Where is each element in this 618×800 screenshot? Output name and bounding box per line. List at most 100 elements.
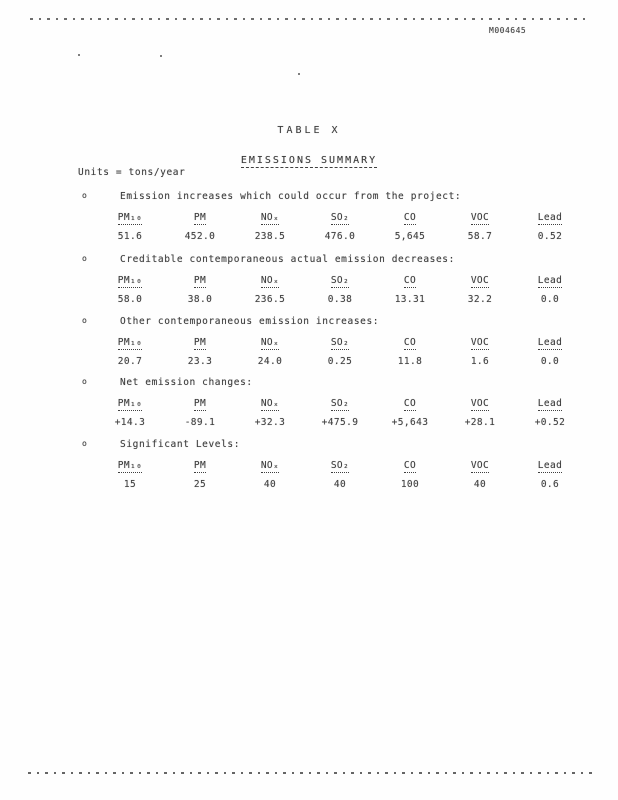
table-subtitle-wrap: EMISSIONS SUMMARY bbox=[0, 148, 618, 168]
table-subtitle: EMISSIONS SUMMARY bbox=[240, 155, 378, 168]
cell-value: 452.0 bbox=[184, 231, 216, 242]
cell-value: 38.0 bbox=[187, 294, 213, 305]
column-header: PM bbox=[193, 337, 207, 350]
column-header: CO bbox=[403, 337, 417, 350]
cell-value: 20.7 bbox=[117, 356, 143, 367]
column-header: PM₁₀ bbox=[117, 337, 143, 350]
column-header: NOₓ bbox=[260, 275, 280, 288]
column-header: NOₓ bbox=[260, 337, 280, 350]
column-header: VOC bbox=[470, 337, 490, 350]
column-header: PM₁₀ bbox=[117, 212, 143, 225]
column-header-row: PM₁₀ PM NOₓ SO₂ CO VOC Lead bbox=[95, 398, 585, 411]
column-header: PM bbox=[193, 460, 207, 473]
column-header: PM₁₀ bbox=[117, 460, 143, 473]
column-header: SO₂ bbox=[330, 460, 350, 473]
value-row: 20.7 23.3 24.0 0.25 11.8 1.6 0.0 bbox=[95, 356, 585, 367]
cell-value: +5,643 bbox=[391, 417, 429, 428]
cell-value: 238.5 bbox=[254, 231, 286, 242]
scan-edge-line-top bbox=[30, 18, 590, 20]
bullet-marker: o bbox=[82, 254, 87, 263]
cell-value: 40 bbox=[263, 479, 277, 490]
section-label: Other contemporaneous emission increases… bbox=[120, 316, 380, 327]
section-label: Emission increases which could occur fro… bbox=[120, 191, 462, 202]
column-header-row: PM₁₀ PM NOₓ SO₂ CO VOC Lead bbox=[95, 337, 585, 350]
bullet-marker: o bbox=[82, 377, 87, 386]
cell-value: 40 bbox=[333, 479, 347, 490]
document-reference-number: M004645 bbox=[489, 26, 527, 35]
cell-value: 13.31 bbox=[394, 294, 426, 305]
column-header-row: PM₁₀ PM NOₓ SO₂ CO VOC Lead bbox=[95, 275, 585, 288]
column-header: CO bbox=[403, 212, 417, 225]
table-title: TABLE X bbox=[277, 125, 341, 136]
cell-value: 0.38 bbox=[327, 294, 353, 305]
cell-value: 32.2 bbox=[467, 294, 493, 305]
section-net-changes: o Net emission changes: PM₁₀ PM NOₓ SO₂ CO VO… bbox=[0, 377, 618, 439]
column-header: SO₂ bbox=[330, 212, 350, 225]
column-header: SO₂ bbox=[330, 275, 350, 288]
cell-value: 15 bbox=[123, 479, 137, 490]
column-header: SO₂ bbox=[330, 398, 350, 411]
cell-value: -89.1 bbox=[184, 417, 216, 428]
cell-value: 23.3 bbox=[187, 356, 213, 367]
column-header-row: PM₁₀ PM NOₓ SO₂ CO VOC Lead bbox=[95, 212, 585, 225]
scan-speck bbox=[160, 55, 162, 57]
column-header: Lead bbox=[537, 275, 563, 288]
cell-value: 0.0 bbox=[540, 294, 560, 305]
section-other-increases: o Other contemporaneous emission increas… bbox=[0, 316, 618, 378]
cell-value: 0.6 bbox=[540, 479, 560, 490]
column-header: SO₂ bbox=[330, 337, 350, 350]
cell-value: +28.1 bbox=[464, 417, 496, 428]
column-header: VOC bbox=[470, 398, 490, 411]
bullet-marker: o bbox=[82, 439, 87, 448]
cell-value: 40 bbox=[473, 479, 487, 490]
column-header: NOₓ bbox=[260, 398, 280, 411]
scan-speck bbox=[298, 73, 300, 75]
column-header: PM bbox=[193, 398, 207, 411]
column-header: Lead bbox=[537, 212, 563, 225]
column-header: VOC bbox=[470, 275, 490, 288]
column-header: PM bbox=[193, 212, 207, 225]
cell-value: +0.52 bbox=[534, 417, 566, 428]
cell-value: 1.6 bbox=[470, 356, 490, 367]
column-header: Lead bbox=[537, 460, 563, 473]
bullet-marker: o bbox=[82, 316, 87, 325]
column-header: NOₓ bbox=[260, 460, 280, 473]
column-header: VOC bbox=[470, 212, 490, 225]
bullet-marker: o bbox=[82, 191, 87, 200]
column-header: CO bbox=[403, 275, 417, 288]
cell-value: 58.7 bbox=[467, 231, 493, 242]
section-label: Significant Levels: bbox=[120, 439, 241, 450]
section-project-increases: o Emission increases which could occur f… bbox=[0, 191, 618, 253]
cell-value: 0.0 bbox=[540, 356, 560, 367]
cell-value: 25 bbox=[193, 479, 207, 490]
column-header: PM bbox=[193, 275, 207, 288]
column-header: Lead bbox=[537, 337, 563, 350]
column-header: CO bbox=[403, 398, 417, 411]
column-header: PM₁₀ bbox=[117, 275, 143, 288]
cell-value: 5,645 bbox=[394, 231, 426, 242]
scan-edge-line-bottom bbox=[28, 772, 592, 774]
value-row: 15 25 40 40 100 40 0.6 bbox=[95, 479, 585, 490]
value-row: +14.3 -89.1 +32.3 +475.9 +5,643 +28.1 +0.52 bbox=[95, 417, 585, 428]
cell-value: 0.25 bbox=[327, 356, 353, 367]
cell-value: 51.6 bbox=[117, 231, 143, 242]
column-header: CO bbox=[403, 460, 417, 473]
cell-value: 11.8 bbox=[397, 356, 423, 367]
column-header: Lead bbox=[537, 398, 563, 411]
section-creditable-decreases: o Creditable contemporaneous actual emis… bbox=[0, 254, 618, 316]
column-header: PM₁₀ bbox=[117, 398, 143, 411]
cell-value: 236.5 bbox=[254, 294, 286, 305]
cell-value: 476.0 bbox=[324, 231, 356, 242]
section-label: Creditable contemporaneous actual emissi… bbox=[120, 254, 455, 265]
cell-value: +32.3 bbox=[254, 417, 286, 428]
column-header: NOₓ bbox=[260, 212, 280, 225]
cell-value: 0.52 bbox=[537, 231, 563, 242]
section-label: Net emission changes: bbox=[120, 377, 253, 388]
value-row: 51.6 452.0 238.5 476.0 5,645 58.7 0.52 bbox=[95, 231, 585, 242]
column-header-row: PM₁₀ PM NOₓ SO₂ CO VOC Lead bbox=[95, 460, 585, 473]
cell-value: 58.0 bbox=[117, 294, 143, 305]
scan-speck bbox=[78, 54, 80, 56]
cell-value: +475.9 bbox=[321, 417, 359, 428]
column-header: VOC bbox=[470, 460, 490, 473]
